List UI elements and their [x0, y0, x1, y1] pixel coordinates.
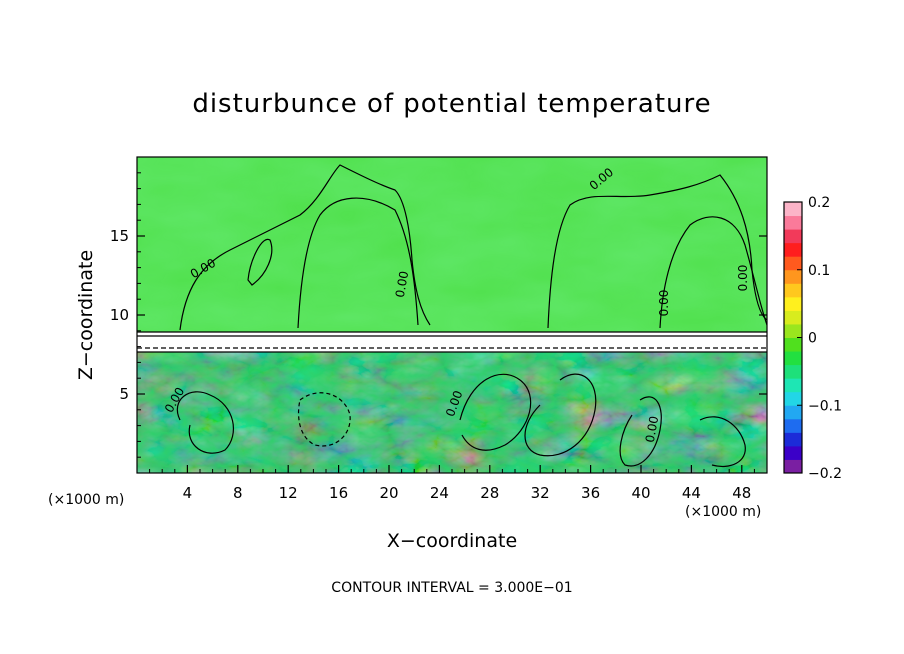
inversion-band [137, 332, 767, 352]
x-tick-label: 20 [379, 484, 398, 502]
plot-texture-upper [137, 157, 767, 332]
colorbar-swatch [784, 229, 802, 244]
colorbar: 0.2 0.1 0 −0.1 −0.2 [783, 195, 842, 482]
contour-label: 0.00 [393, 270, 411, 299]
x-tick-label: 48 [732, 484, 751, 502]
colorbar-swatch [784, 418, 802, 433]
contour-lower-6 [297, 392, 351, 447]
x-tick-label: 32 [531, 484, 550, 502]
colorbar-swatch [784, 256, 802, 271]
colorbar-tick-label: −0.2 [808, 466, 842, 482]
x-tick-label: 40 [631, 484, 650, 502]
colorbar-swatch [784, 445, 802, 460]
contour-label: 0.00 [657, 290, 671, 317]
contour-lower-4 [619, 396, 662, 467]
y-axis-label: Z−coordinate [75, 250, 97, 380]
colorbar-swatch [784, 296, 802, 311]
contour-label: 0.00 [643, 415, 661, 444]
y-tick-label: 10 [110, 306, 129, 324]
colorbar-swatch [784, 364, 802, 379]
colorbar-swatch [784, 202, 802, 217]
colorbar-swatch [784, 378, 802, 393]
contour-zero-1 [179, 164, 431, 331]
colorbar-swatch [784, 310, 802, 325]
x-unit-label-left: (×1000 m) [48, 492, 124, 508]
contour-lower-3 [524, 373, 597, 457]
contour-lower-2 [459, 373, 532, 451]
colorbar-swatch [784, 337, 802, 352]
colorbar-swatch [784, 351, 802, 366]
contour-label: 0.00 [736, 265, 750, 292]
contour-zero-2 [297, 197, 419, 329]
contour-lower-5 [699, 416, 746, 467]
x-unit-label-right: (×1000 m) [685, 504, 761, 520]
x-tick-label: 44 [682, 484, 701, 502]
contour-interval-note: CONTOUR INTERVAL = 3.000E−01 [331, 580, 572, 596]
x-axis: 4 8 12 16 20 24 28 32 36 40 44 48 [149, 465, 755, 502]
colorbar-tick-label: 0 [808, 331, 817, 347]
colorbar-tick-label: 0.1 [808, 263, 830, 279]
colorbar-swatch [784, 323, 802, 338]
x-tick-label: 36 [581, 484, 600, 502]
colorbar-swatch [784, 215, 802, 230]
x-tick-label: 16 [329, 484, 348, 502]
colorbar-swatch [784, 459, 802, 474]
colorbar-tick-label: −0.1 [808, 398, 842, 414]
y-tick-label: 5 [119, 385, 129, 403]
colorbar-swatch [784, 242, 802, 257]
x-tick-label: 8 [233, 484, 243, 502]
contour-lower-1 [176, 391, 234, 454]
chart-title: disturbunce of potential temperature [192, 89, 711, 119]
x-tick-label: 4 [183, 484, 193, 502]
contour-zero-4 [659, 216, 767, 329]
y-axis: 5 10 15 [110, 172, 767, 458]
colorbar-tick-label: 0.2 [808, 195, 830, 211]
x-axis-label: X−coordinate [387, 530, 517, 552]
x-tick-label: 24 [430, 484, 449, 502]
y-tick-label: 15 [110, 227, 129, 245]
x-tick-label: 12 [279, 484, 298, 502]
colorbar-swatch [784, 391, 802, 406]
colorbar-swatch [784, 269, 802, 284]
plot-texture-lower [137, 352, 767, 473]
x-tick-label: 28 [480, 484, 499, 502]
colorbar-swatch [784, 283, 802, 298]
colorbar-swatch [784, 432, 802, 447]
plot-area: 0.000.000.000.000.000.000.000.00 [136, 156, 768, 474]
colorbar-swatch [784, 405, 802, 420]
contour-zero-5 [247, 238, 273, 286]
